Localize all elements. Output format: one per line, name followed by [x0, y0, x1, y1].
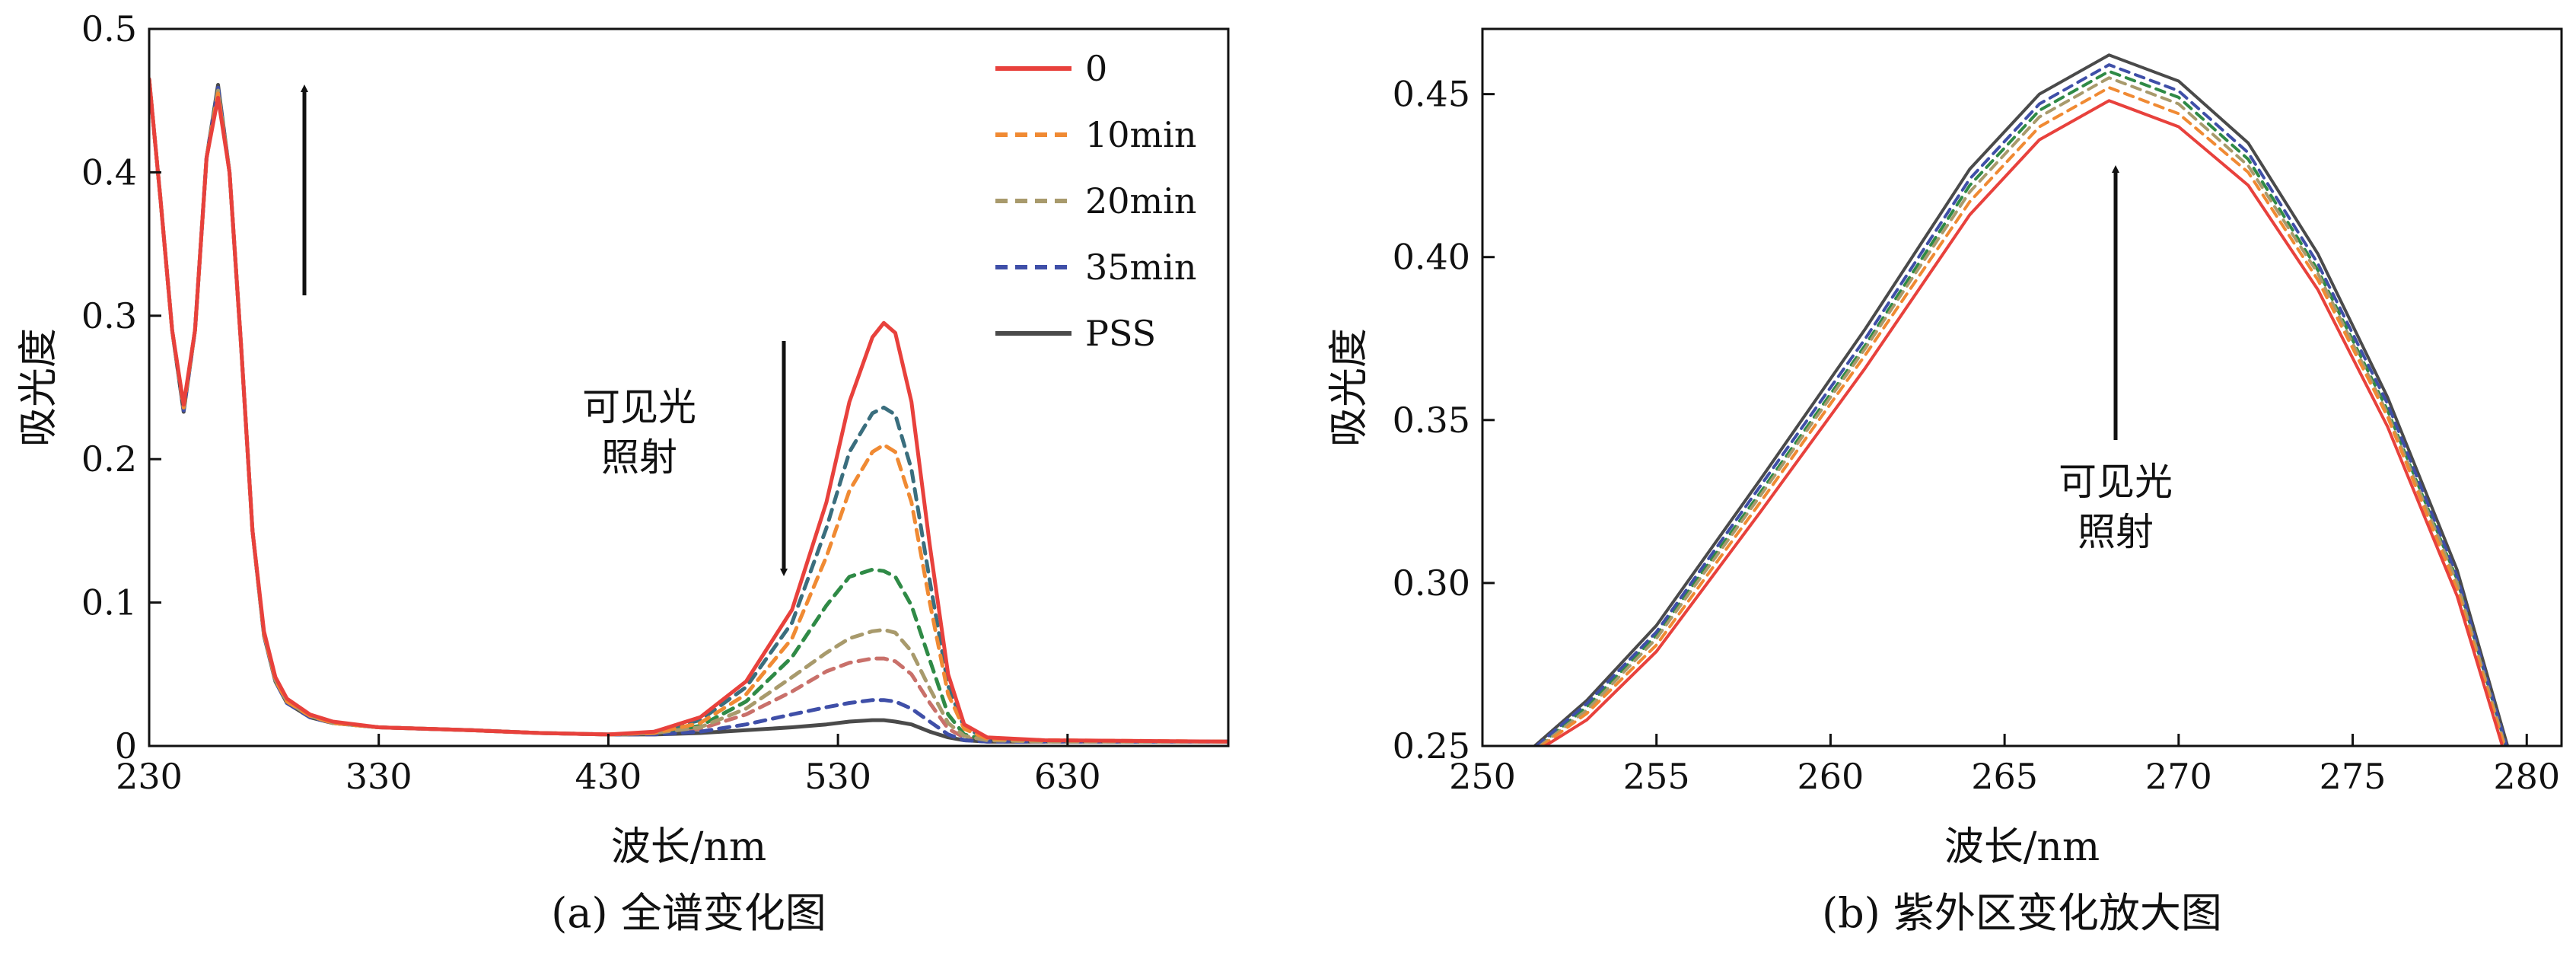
panel-a-plot: 230 330 430 530 630 0 0.1 0.2 0.3 0.4 0.5 0 10min 20m…: [81, 8, 1230, 797]
panel-a-legend: 0 10min 20min 35min PSS: [995, 48, 1197, 354]
panel-b-series-20min: [1538, 76, 2507, 746]
panel-a-caption: (a) 全谱变化图: [551, 889, 826, 937]
panel-b-caption: (b) 紫外区变化放大图: [1822, 889, 2222, 937]
panel-b-x-tick-label: 270: [2145, 756, 2212, 797]
panel-a-x-tick-label: 430: [575, 756, 642, 797]
panel-b-plot: 250 255 260 265 270 275 280 0.25 0.30 0.35 0.40 0.4…: [1393, 27, 2563, 797]
panel-b-ylabel: 吸光度: [1326, 328, 1372, 447]
panel-a-x-tick-label: 530: [804, 756, 871, 797]
panel-a-series-lines: [149, 77, 1228, 744]
panel-b-plot-frame: [1481, 27, 2563, 747]
panel-b-x-tick-label: 280: [2493, 756, 2560, 797]
panel-b-y-tick-label: 0.35: [1393, 400, 1470, 441]
panel-a-x-tick-label: 330: [345, 756, 412, 797]
panel-b-annotation-line1: 可见光: [2059, 460, 2173, 504]
panel-a-legend-label: 20min: [1085, 180, 1197, 222]
panel-b-y-tick-label: 0.40: [1393, 237, 1470, 278]
panel-b-x-tick-label: 260: [1797, 756, 1864, 797]
panel-b-y-tick-label: 0.45: [1393, 74, 1470, 115]
panel-b-x-tick-label: 255: [1623, 756, 1690, 797]
panel-b: 250 255 260 265 270 275 280 0.25 0.30 0.35 0.40 0.4…: [1326, 27, 2563, 937]
panel-b-series-intermediate-5: [1536, 69, 2508, 746]
panel-b-annotation-line2: 照射: [2078, 510, 2154, 554]
panel-a-y-tick-label: 0.4: [81, 151, 137, 193]
panel-a-y-tick-label: 0.2: [81, 438, 137, 480]
panel-b-series-35min: [1534, 63, 2508, 746]
panel-b-series-10min: [1540, 86, 2506, 746]
panel-a-y-tick-label: 0.3: [81, 295, 137, 336]
panel-b-xlabel: 波长/nm: [1944, 824, 2100, 870]
panel-a-y-tick-label: 0.1: [81, 582, 137, 623]
panel-a-annotation-line2: 照射: [601, 435, 677, 480]
panel-a: 230 330 430 530 630 0 0.1 0.2 0.3 0.4 0.5 0 10min 20m…: [16, 8, 1230, 937]
panel-a-legend-label: 0: [1085, 48, 1107, 89]
panel-a-ylabel: 吸光度: [16, 328, 62, 447]
panel-a-xlabel: 波长/nm: [611, 824, 766, 870]
panel-a-plot-frame: [148, 27, 1230, 747]
panel-b-series-lines: [1533, 53, 2510, 746]
panel-a-series-intermediate-6: [652, 567, 1047, 744]
panel-a-y-tick-label: 0: [115, 725, 137, 767]
panel-a-legend-label: 10min: [1085, 114, 1197, 155]
panel-a-series-0: [149, 77, 1228, 744]
panel-a-legend-label: PSS: [1085, 313, 1156, 354]
panel-b-x-tick-label: 275: [2320, 756, 2387, 797]
panel-b-y-tick-label: 0.25: [1393, 725, 1470, 767]
panel-a-y-tick-label: 0.5: [81, 8, 137, 49]
panel-a-series-intermediate-7: [652, 656, 1047, 744]
panel-b-series-0: [1543, 99, 2504, 746]
panel-b-y-tick-label: 0.30: [1393, 563, 1470, 604]
panel-b-x-tick-label: 250: [1449, 756, 1516, 797]
panel-a-annotation: 可见光 照射: [582, 385, 696, 480]
panel-b-x-tick-label: 265: [1971, 756, 2038, 797]
panel-a-x-tick-label: 230: [116, 756, 183, 797]
panel-b-series-pss: [1533, 53, 2510, 746]
panel-a-legend-label: 35min: [1085, 247, 1197, 288]
panel-a-x-tick-label: 630: [1034, 756, 1101, 797]
panel-b-annotation: 可见光 照射: [2059, 460, 2173, 554]
panel-a-series-intermediate-5: [652, 405, 1047, 742]
panel-a-annotation-line1: 可见光: [582, 385, 696, 429]
